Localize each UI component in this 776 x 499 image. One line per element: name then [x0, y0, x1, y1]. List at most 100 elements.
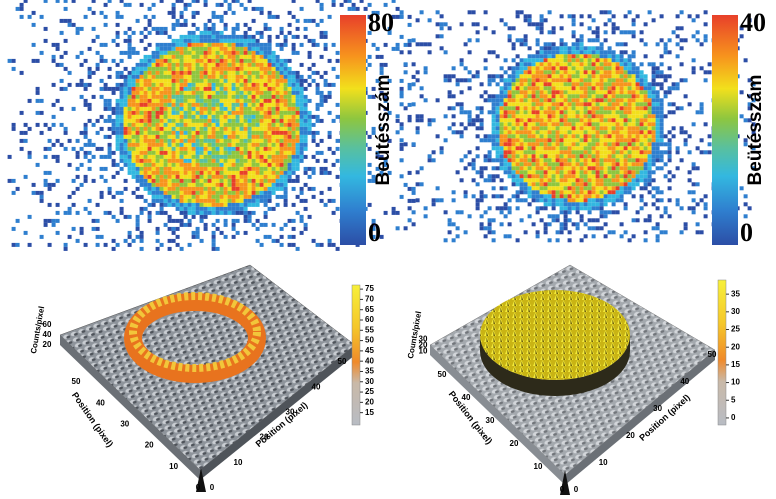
heatmap-pixel [480, 122, 484, 126]
heatmap-pixel [568, 146, 572, 150]
heatmap-pixel [548, 106, 552, 110]
heatmap-pixel [192, 47, 196, 51]
heatmap-pixel [476, 118, 480, 122]
heatmap-pixel [192, 75, 196, 79]
heatmap-pixel [312, 239, 316, 243]
heatmap-pixel [296, 131, 300, 135]
heatmap-pixel [120, 167, 124, 171]
heatmap-pixel [492, 186, 496, 190]
heatmap-pixel [628, 122, 632, 126]
heatmap-pixel [476, 134, 480, 138]
heatmap-pixel [392, 47, 396, 51]
heatmap-pixel [696, 30, 700, 34]
heatmap-pixel [248, 159, 252, 163]
heatmap-pixel [208, 123, 212, 127]
heatmap-pixel [52, 123, 56, 127]
heatmap-pixel [176, 151, 180, 155]
heatmap-pixel [176, 47, 180, 51]
heatmap-pixel [136, 83, 140, 87]
heatmap-pixel [612, 198, 616, 202]
heatmap-pixel [548, 214, 552, 218]
heatmap-pixel [532, 78, 536, 82]
heatmap-pixel [276, 107, 280, 111]
heatmap-pixel [644, 130, 648, 134]
heatmap-pixel [700, 66, 704, 70]
heatmap-pixel [584, 58, 588, 62]
heatmap-pixel [128, 131, 132, 135]
heatmap-pixel [556, 214, 560, 218]
heatmap-pixel [612, 82, 616, 86]
heatmap-pixel [636, 146, 640, 150]
heatmap-pixel [208, 151, 212, 155]
heatmap-pixel [688, 170, 692, 174]
heatmap-pixel [176, 127, 180, 131]
heatmap-pixel [268, 39, 272, 43]
heatmap-pixel [84, 83, 88, 87]
heatmap-pixel [552, 202, 556, 206]
heatmap-pixel [308, 131, 312, 135]
heatmap-pixel [256, 115, 260, 119]
heatmap-pixel [284, 83, 288, 87]
heatmap-pixel [580, 50, 584, 54]
heatmap-pixel [260, 11, 264, 15]
heatmap-pixel [544, 54, 548, 58]
heatmap-pixel [616, 146, 620, 150]
heatmap-pixel [224, 107, 228, 111]
heatmap-pixel [176, 71, 180, 75]
heatmap-pixel [196, 163, 200, 167]
heatmap-pixel [516, 90, 520, 94]
heatmap-pixel [524, 186, 528, 190]
heatmap-pixel [180, 91, 184, 95]
heatmap-pixel [188, 35, 192, 39]
heatmap-pixel [620, 162, 624, 166]
heatmap-pixel [72, 179, 76, 183]
heatmap-pixel [552, 86, 556, 90]
heatmap-pixel [292, 147, 296, 151]
colorbar-tick-label: 35 [365, 367, 374, 376]
heatmap-pixel [248, 155, 252, 159]
heatmap-pixel [640, 162, 644, 166]
heatmap-pixel [616, 90, 620, 94]
heatmap-pixel [668, 186, 672, 190]
heatmap-pixel [632, 86, 636, 90]
heatmap-pixel [516, 150, 520, 154]
heatmap-pixel [100, 155, 104, 159]
heatmap-pixel [488, 138, 492, 142]
heatmap-pixel [256, 83, 260, 87]
heatmap-pixel [188, 151, 192, 155]
heatmap-pixel [152, 55, 156, 59]
heatmap-pixel [636, 78, 640, 82]
heatmap-pixel [560, 146, 564, 150]
heatmap-pixel [616, 178, 620, 182]
heatmap-pixel [520, 218, 524, 222]
heatmap-pixel [516, 158, 520, 162]
heatmap-pixel [660, 62, 664, 66]
heatmap-pixel [268, 179, 272, 183]
heatmap-pixel [464, 126, 468, 130]
heatmap-pixel [204, 131, 208, 135]
heatmap-pixel [644, 178, 648, 182]
heatmap-pixel [492, 146, 496, 150]
heatmap-pixel [152, 151, 156, 155]
heatmap-pixel [284, 95, 288, 99]
heatmap-pixel [456, 234, 460, 238]
heatmap-pixel [24, 175, 28, 179]
heatmap-pixel [524, 62, 528, 66]
heatmap-pixel [508, 110, 512, 114]
heatmap-pixel [500, 150, 504, 154]
heatmap-pixel [320, 191, 324, 195]
heatmap-pixel [268, 159, 272, 163]
heatmap-pixel [540, 134, 544, 138]
heatmap-pixel [464, 42, 468, 46]
heatmap-pixel [244, 187, 248, 191]
heatmap-pixel [476, 170, 480, 174]
heatmap-pixel [396, 130, 400, 134]
heatmap-pixel [620, 178, 624, 182]
heatmap-pixel [532, 198, 536, 202]
heatmap-pixel [148, 159, 152, 163]
heatmap-pixel [520, 98, 524, 102]
heatmap-pixel [512, 46, 516, 50]
heatmap-pixel [256, 151, 260, 155]
heatmap-pixel [572, 186, 576, 190]
heatmap-pixel [136, 107, 140, 111]
